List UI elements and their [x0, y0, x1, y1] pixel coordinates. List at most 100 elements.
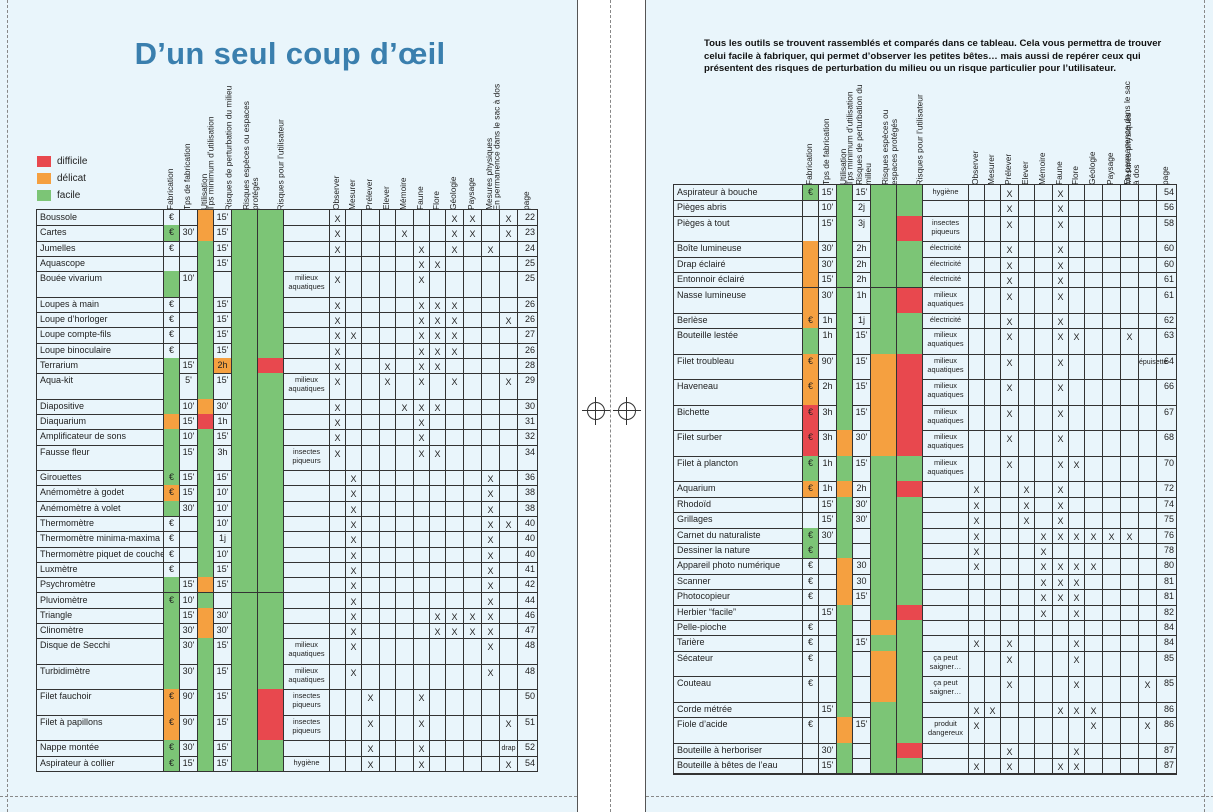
check-cell [1120, 379, 1138, 405]
table-row: Aspirateur à collier €15' 15' hygiène X X X 54 [37, 755, 537, 772]
check-cell: X [1084, 701, 1102, 718]
cost-cell: € [802, 430, 818, 456]
check-cell [1120, 620, 1138, 636]
min-time-cell: 15' [213, 225, 231, 241]
perturbation-risk-cell [231, 327, 257, 343]
tool-name: Appareil photo numérique [677, 560, 781, 571]
check-cell [1068, 200, 1084, 216]
check-cell: X [499, 210, 517, 226]
table-row: Filet à plancton €1h 15' milieux aquatiques… [674, 455, 1176, 483]
check-cell [1034, 650, 1052, 677]
perturbation-risk-cell [870, 200, 896, 216]
check-cell [1102, 676, 1120, 702]
min-time-cell [852, 604, 870, 620]
check-cell [1084, 256, 1102, 273]
tool-name: Filet à papillons [40, 716, 103, 727]
column-header: page [1160, 166, 1170, 185]
species-risk-cell [257, 429, 283, 445]
page-number: 50 [517, 689, 537, 715]
table-row: Fausse fleur 15' 3h insectes piqueurs X X X 34 [37, 444, 537, 472]
fabrication-time-cell: 30' [179, 663, 197, 690]
tool-name: Girouettes [40, 472, 82, 483]
check-cell [329, 255, 345, 272]
cost-cell: € [163, 312, 179, 328]
perturbation-risk-cell [870, 758, 896, 774]
user-risk-cell [922, 620, 968, 636]
check-cell [361, 531, 379, 547]
utilisation-cell [197, 714, 213, 741]
perturbation-risk-cell [231, 240, 257, 256]
page-number: 51 [517, 714, 537, 741]
check-cell [1138, 496, 1156, 513]
column-header: Tps minimum d’utilisation [844, 90, 855, 185]
tool-name: Sécateur [677, 652, 714, 663]
check-cell: X [445, 240, 463, 256]
check-cell [361, 470, 379, 486]
page-number: 40 [517, 516, 537, 532]
cost-cell [163, 271, 179, 297]
check-cell [379, 240, 395, 256]
check-cell: X [1052, 512, 1068, 528]
check-cell: X [1068, 604, 1084, 620]
check-cell [445, 414, 463, 430]
check-cell [1018, 272, 1034, 288]
table-row: Bouteille à bêtes de l’eau 15' X X X X 87 [674, 758, 1176, 775]
check-cell: X [345, 516, 361, 532]
cost-cell: € [802, 620, 818, 636]
check-cell [984, 430, 1000, 456]
check-cell [429, 240, 445, 256]
table-row: Grillages 15' 30' X X X 75 [674, 512, 1176, 529]
tool-name: Aqua-kit [40, 375, 74, 386]
check-cell [499, 531, 517, 547]
check-cell [379, 546, 395, 562]
min-time-cell: 30' [852, 512, 870, 528]
table-row: Aspirateur à bouche €15' 15' hygiène X X 54 [674, 185, 1176, 202]
check-cell [1000, 496, 1018, 513]
check-cell [1102, 313, 1120, 329]
min-time-cell [852, 620, 870, 636]
check-cell [1102, 430, 1120, 456]
check-cell [984, 543, 1000, 559]
cost-cell: € [163, 689, 179, 715]
check-cell [481, 342, 499, 358]
check-cell: X [1000, 430, 1018, 456]
utilisation-cell [836, 758, 852, 774]
check-cell [395, 429, 413, 445]
utilisation-cell [836, 650, 852, 677]
check-cell [1052, 543, 1068, 559]
perturbation-risk-cell [870, 272, 896, 288]
check-cell [1138, 512, 1156, 528]
check-cell [984, 620, 1000, 636]
check-cell: X [329, 312, 345, 328]
user-risk-cell: milieux aquatiques [283, 373, 329, 399]
check-cell [1034, 481, 1052, 497]
cost-cell [163, 429, 179, 445]
check-cell [984, 272, 1000, 288]
check-cell [1034, 313, 1052, 329]
page-number: 27 [517, 327, 537, 343]
check-cell [1068, 496, 1084, 513]
check-cell: X [329, 444, 345, 471]
check-cell [463, 373, 481, 399]
check-cell [1018, 635, 1034, 651]
page-number: 61 [1156, 272, 1176, 288]
species-risk-cell [896, 620, 922, 636]
perturbation-risk-cell [870, 430, 896, 456]
perturbation-risk-cell [231, 255, 257, 272]
min-time-cell: 1j [213, 531, 231, 547]
check-cell [1138, 589, 1156, 605]
utilisation-cell [836, 620, 852, 636]
cost-cell: € [163, 755, 179, 771]
check-cell: X [345, 561, 361, 578]
column-header: En permanence dans le sac à dos [491, 83, 502, 210]
tool-name: Jumelles [40, 242, 76, 253]
column-header: page [521, 191, 531, 210]
cost-cell: € [163, 210, 179, 226]
check-cell: X [413, 327, 429, 343]
check-cell [968, 328, 984, 354]
check-cell [1120, 185, 1138, 201]
check-cell: X [481, 485, 499, 501]
check-cell [1102, 185, 1120, 201]
check-cell: X [1000, 650, 1018, 677]
check-cell [395, 255, 413, 272]
